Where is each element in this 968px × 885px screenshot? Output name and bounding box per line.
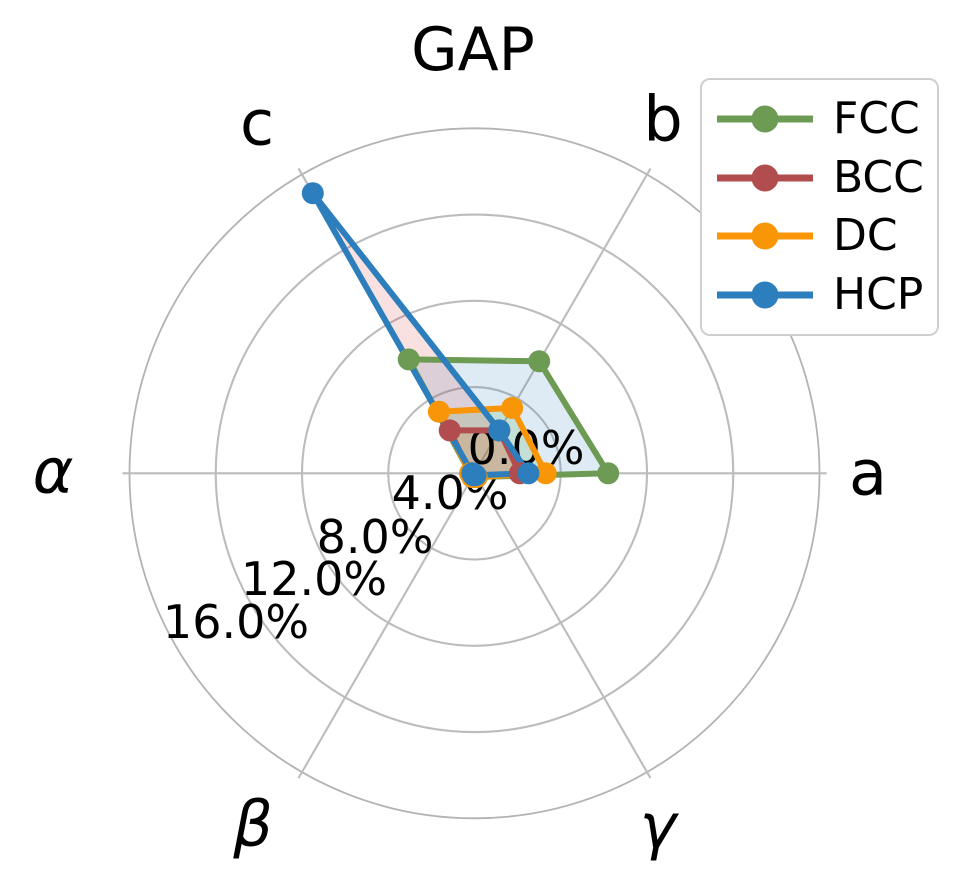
data-point-HCP-a	[517, 462, 540, 485]
data-point-HCP-γ	[464, 464, 487, 487]
radial-tick-labels: 0.0% 4.0% 8.0% 12.0% 16.0%	[163, 421, 585, 649]
legend-item-label: DC	[833, 210, 898, 262]
axis-label-alpha: α	[33, 435, 74, 508]
data-point-DC-c	[427, 400, 450, 423]
legend-sample-icon	[717, 164, 813, 192]
legend: FCC BCC DC HCP	[700, 78, 939, 336]
data-point-FCC-a	[597, 462, 620, 485]
data-point-FCC-b	[528, 350, 551, 373]
data-point-FCC-c	[397, 348, 420, 371]
legend-item-hcp: HCP	[702, 270, 937, 320]
chart-title: GAP	[411, 15, 535, 85]
legend-item-label: BCC	[833, 151, 924, 203]
axis-label-beta: β	[232, 788, 273, 861]
axis-label-c: c	[240, 87, 274, 160]
legend-item-bcc: BCC	[702, 153, 937, 203]
axis-labels: a b c α β γ	[33, 83, 887, 863]
axis-label-b: b	[643, 83, 682, 156]
radial-tick-label-2: 8.0%	[317, 510, 434, 564]
legend-item-fcc: FCC	[702, 94, 937, 144]
data-point-BCC-c	[438, 419, 461, 442]
axis-label-gamma: γ	[640, 790, 680, 863]
legend-item-label: HCP	[833, 268, 924, 320]
legend-sample-icon	[717, 281, 813, 309]
data-point-HCP-c	[301, 182, 324, 205]
legend-item-label: FCC	[833, 93, 920, 144]
data-point-HCP-b	[488, 419, 511, 442]
spoke-line	[297, 472, 476, 779]
axis-label-a: a	[849, 437, 887, 510]
radial-tick-label-4: 16.0%	[163, 595, 309, 649]
series-markers	[301, 182, 620, 488]
spoke-line	[473, 472, 652, 779]
data-point-DC-a	[534, 462, 557, 485]
radial-tick-label-3: 12.0%	[241, 552, 387, 606]
legend-sample-icon	[717, 105, 813, 133]
legend-item-dc: DC	[702, 211, 937, 261]
legend-sample-icon	[717, 222, 813, 250]
data-point-DC-b	[501, 396, 524, 419]
